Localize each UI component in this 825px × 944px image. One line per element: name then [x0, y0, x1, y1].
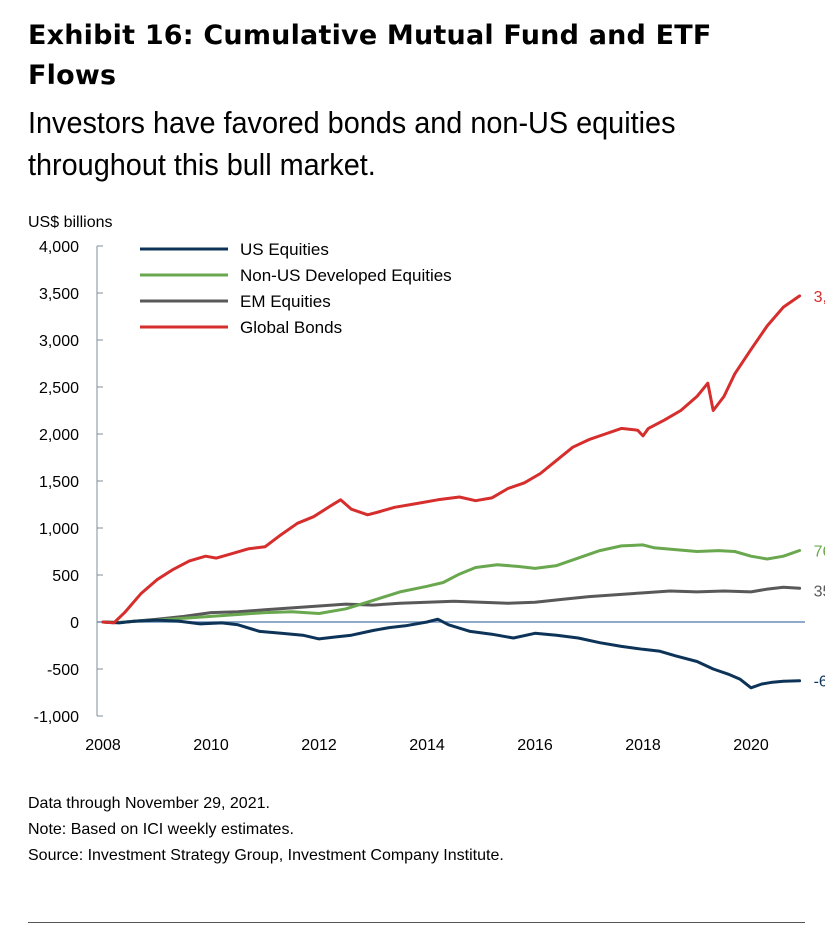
x-tick-label: 2020	[733, 737, 769, 754]
y-tick-label: 3,500	[39, 286, 79, 303]
x-tick-label: 2014	[409, 737, 445, 754]
series-line-1	[101, 543, 802, 624]
end-value-label: 358	[814, 583, 825, 600]
data-through-note: Data through November 29, 2021.	[28, 795, 270, 812]
end-value-label: 761	[814, 543, 825, 560]
legend: US Equities Non-US Developed Equities EM E…	[140, 240, 452, 337]
y-tick-label: 4,000	[39, 239, 79, 256]
chart-title: Exhibit 16: Cumulative Mutual Fund and E…	[28, 20, 712, 91]
x-tick-label: 2008	[85, 737, 121, 754]
y-axis-label: US$ billions	[28, 214, 112, 231]
end-labels: -624 761 358 3,469	[814, 289, 825, 691]
series-line-3	[101, 294, 802, 625]
series-line-0	[101, 617, 802, 690]
chart-notes: Data through November 29, 2021. Note: Ba…	[28, 791, 504, 869]
legend-label: Non-US Developed Equities	[240, 266, 452, 285]
y-tick-label: 2,500	[39, 380, 79, 397]
y-tick-label: 1,000	[39, 521, 79, 538]
legend-label: Global Bonds	[240, 318, 342, 337]
series-line-2	[101, 585, 802, 624]
end-value-label: 3,469	[814, 289, 825, 306]
end-value-label: -624	[814, 674, 825, 691]
line-chart: US$ billions 4,000 3,500 3,000 2,500 2,000 1,…	[28, 214, 825, 754]
y-tick-label: 3,000	[39, 333, 79, 350]
bottom-divider	[28, 922, 805, 923]
x-tick-label: 2018	[625, 737, 661, 754]
x-axis: 2008 2010 2012 2014 2016 2018 2020	[85, 621, 805, 754]
source-note: Source: Investment Strategy Group, Inves…	[28, 847, 504, 864]
x-tick-label: 2016	[517, 737, 553, 754]
plot-series	[101, 294, 802, 690]
y-tick-label: 2,000	[39, 427, 79, 444]
methodology-note: Note: Based on ICI weekly estimates.	[28, 821, 294, 838]
y-axis: 4,000 3,500 3,000 2,500 2,000 1,500 1,000 500 0 -…	[34, 239, 103, 726]
legend-label: US Equities	[240, 240, 329, 259]
x-tick-label: 2010	[193, 737, 229, 754]
y-tick-label: -1,000	[34, 709, 79, 726]
legend-label: EM Equities	[240, 292, 331, 311]
y-tick-label: 0	[70, 615, 79, 632]
x-tick-label: 2012	[301, 737, 337, 754]
chart-subtitle: Investors have favored bonds and non-US …	[28, 105, 676, 182]
y-tick-label: 1,500	[39, 474, 79, 491]
y-tick-label: 500	[52, 568, 79, 585]
y-tick-label: -500	[47, 662, 79, 679]
